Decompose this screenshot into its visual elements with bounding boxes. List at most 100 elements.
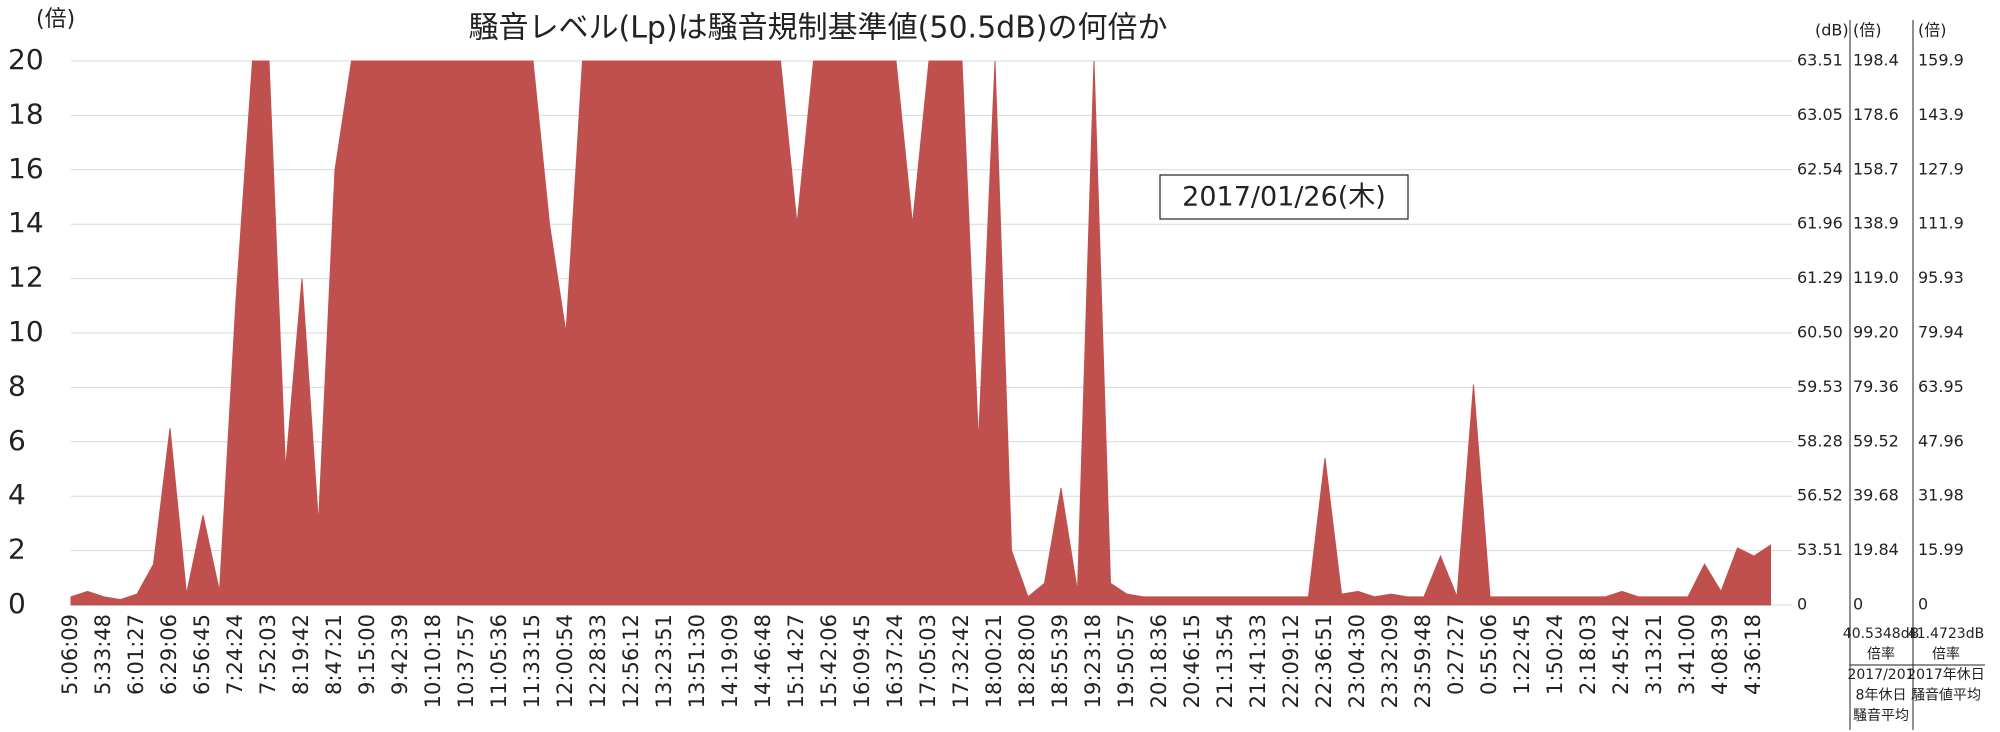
x-tick-label: 10:10:18	[421, 614, 445, 708]
x-tick-label: 7:24:24	[223, 614, 247, 695]
x-tick-label: 13:51:30	[685, 614, 709, 708]
right-tick-label: 61.96	[1797, 214, 1843, 233]
x-tick-label: 18:00:21	[982, 614, 1006, 708]
x-tick-label: 16:37:24	[883, 614, 907, 708]
right-tick-label: 198.4	[1853, 51, 1899, 70]
right-tick-label: 99.20	[1853, 323, 1899, 342]
right-tick-label: 31.98	[1918, 486, 1964, 505]
y-tick-label: 4	[8, 478, 26, 511]
right-axis-note: 騒音値平均	[1911, 687, 1981, 704]
x-tick-label: 12:28:33	[586, 614, 610, 708]
y-tick-label: 14	[8, 206, 44, 239]
x-tick-label: 15:14:27	[784, 614, 808, 708]
x-tick-label: 19:50:57	[1114, 614, 1138, 708]
x-tick-label: 18:28:00	[1015, 614, 1039, 708]
right-tick-label: 178.6	[1853, 105, 1899, 124]
y-tick-label: 6	[8, 424, 26, 457]
x-tick-label: 12:00:54	[553, 614, 577, 708]
x-tick-label: 0:55:06	[1477, 614, 1501, 695]
right-tick-label: 63.95	[1918, 377, 1964, 396]
right-axis-note: 2017/201	[1847, 667, 1914, 683]
right-tick-label: 159.9	[1918, 51, 1964, 70]
y-axis-unit: (倍)	[36, 7, 75, 32]
x-tick-label: 1:50:24	[1543, 614, 1567, 695]
x-tick-label: 9:42:39	[388, 614, 412, 695]
x-tick-label: 23:04:30	[1345, 614, 1369, 708]
x-tick-label: 18:55:39	[1048, 614, 1072, 708]
right-tick-label: 119.0	[1853, 268, 1899, 287]
right-tick-label: 0	[1853, 595, 1863, 614]
right-tick-label: 61.29	[1797, 268, 1843, 287]
x-tick-label: 19:23:18	[1081, 614, 1105, 708]
y-tick-label: 2	[8, 533, 26, 566]
x-tick-label: 16:09:45	[850, 614, 874, 708]
x-tick-label: 11:05:36	[487, 614, 511, 708]
x-tick-label: 11:33:15	[520, 614, 544, 708]
x-tick-label: 3:41:00	[1675, 614, 1699, 695]
right-tick-label: 59.53	[1797, 377, 1843, 396]
x-tick-label: 6:29:06	[157, 614, 181, 695]
x-tick-label: 21:13:54	[1213, 614, 1237, 708]
x-tick-label: 9:15:00	[355, 614, 379, 695]
right-tick-label: 47.96	[1918, 431, 1964, 450]
right-axis-note: 騒音平均	[1853, 707, 1909, 724]
right-tick-label: 60.50	[1797, 323, 1843, 342]
x-tick-label: 8:19:42	[289, 614, 313, 695]
x-tick-label: 5:06:09	[58, 614, 82, 695]
right-axis-unit: (倍)	[1918, 21, 1947, 40]
x-tick-label: 1:22:45	[1510, 614, 1534, 695]
x-tick-label: 2:45:42	[1609, 614, 1633, 695]
annotation-box	[1159, 174, 1409, 220]
right-tick-label: 143.9	[1918, 105, 1964, 124]
y-tick-label: 8	[8, 369, 26, 402]
right-tick-label: 63.51	[1797, 51, 1843, 70]
x-tick-label: 7:52:03	[256, 614, 280, 695]
x-tick-label: 8:47:21	[322, 614, 346, 695]
y-tick-label: 10	[8, 315, 44, 348]
x-tick-label: 6:56:45	[190, 614, 214, 695]
right-tick-label: 63.05	[1797, 105, 1843, 124]
x-tick-label: 6:01:27	[124, 614, 148, 695]
x-tick-label: 20:18:36	[1147, 614, 1171, 708]
right-tick-label: 127.9	[1918, 159, 1964, 178]
right-axis-note: 41.4723dB	[1908, 626, 1984, 642]
right-tick-label: 53.51	[1797, 540, 1843, 559]
y-tick-label: 16	[8, 152, 44, 185]
x-tick-label: 12:56:12	[619, 614, 643, 708]
right-axis-note: 8年休日	[1856, 688, 1907, 704]
x-tick-label: 4:36:18	[1741, 614, 1765, 695]
x-tick-label: 13:23:51	[652, 614, 676, 708]
right-tick-label: 79.36	[1853, 377, 1899, 396]
y-tick-label: 12	[8, 261, 44, 294]
x-tick-label: 3:13:21	[1642, 614, 1666, 695]
x-tick-label: 21:41:33	[1246, 614, 1270, 708]
y-tick-label: 18	[8, 97, 44, 130]
right-tick-label: 15.99	[1918, 540, 1964, 559]
right-tick-label: 158.7	[1853, 159, 1899, 178]
right-tick-label: 138.9	[1853, 214, 1899, 233]
right-tick-label: 58.28	[1797, 431, 1843, 450]
x-tick-label: 2:18:03	[1576, 614, 1600, 695]
right-axis-unit: (dB)	[1815, 21, 1849, 40]
right-axis-note: 2017年休日	[1907, 667, 1985, 683]
x-tick-label: 15:42:06	[817, 614, 841, 708]
right-axis-note: 倍率	[1867, 646, 1895, 663]
y-tick-label: 0	[8, 587, 26, 620]
y-tick-label: 20	[8, 43, 44, 76]
x-tick-label: 4:08:39	[1708, 614, 1732, 695]
x-tick-label: 14:46:48	[751, 614, 775, 708]
x-tick-label: 5:33:48	[91, 614, 115, 695]
x-tick-label: 0:27:27	[1444, 614, 1468, 695]
right-axis-note: 倍率	[1932, 646, 1960, 663]
x-tick-label: 20:46:15	[1180, 614, 1204, 708]
chart-title: 騒音レベル(Lp)は騒音規制基準値(50.5dB)の何倍か	[469, 11, 1168, 46]
right-tick-label: 0	[1797, 595, 1807, 614]
right-tick-label: 19.84	[1853, 540, 1899, 559]
right-tick-label: 56.52	[1797, 486, 1843, 505]
annotation: 2017/01/26(木)	[1182, 182, 1386, 213]
x-tick-label: 10:37:57	[454, 614, 478, 708]
right-tick-label: 62.54	[1797, 159, 1843, 178]
x-tick-label: 22:09:12	[1279, 614, 1303, 708]
right-tick-label: 95.93	[1918, 268, 1964, 287]
